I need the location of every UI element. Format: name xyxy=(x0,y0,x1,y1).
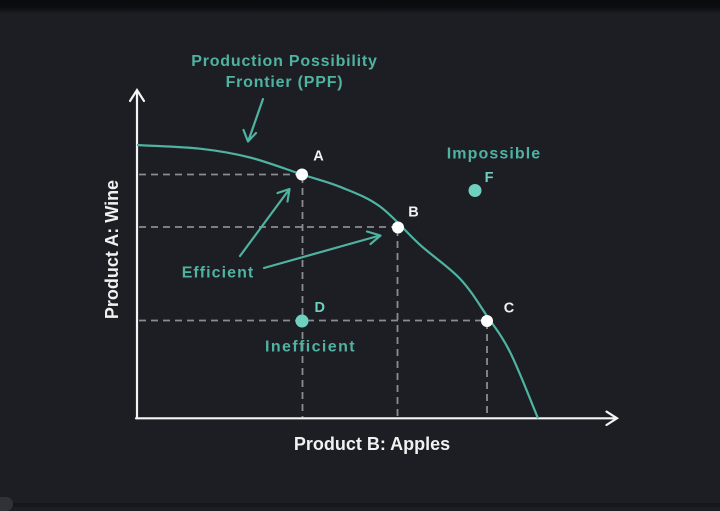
svg-text:Product B: Apples: Product B: Apples xyxy=(294,434,450,454)
svg-text:D: D xyxy=(315,300,325,316)
svg-text:Efficient: Efficient xyxy=(182,265,255,282)
svg-text:Production Possibility: Production Possibility xyxy=(191,53,378,70)
svg-text:A: A xyxy=(313,149,324,165)
svg-text:F: F xyxy=(485,170,494,186)
svg-text:Product A: Wine: Product A: Wine xyxy=(102,180,122,319)
svg-text:Inefficient: Inefficient xyxy=(265,339,356,356)
svg-text:B: B xyxy=(408,205,418,221)
svg-text:C: C xyxy=(504,301,515,317)
svg-text:Impossible: Impossible xyxy=(447,146,542,163)
svg-text:Frontier (PPF): Frontier (PPF) xyxy=(226,74,344,91)
